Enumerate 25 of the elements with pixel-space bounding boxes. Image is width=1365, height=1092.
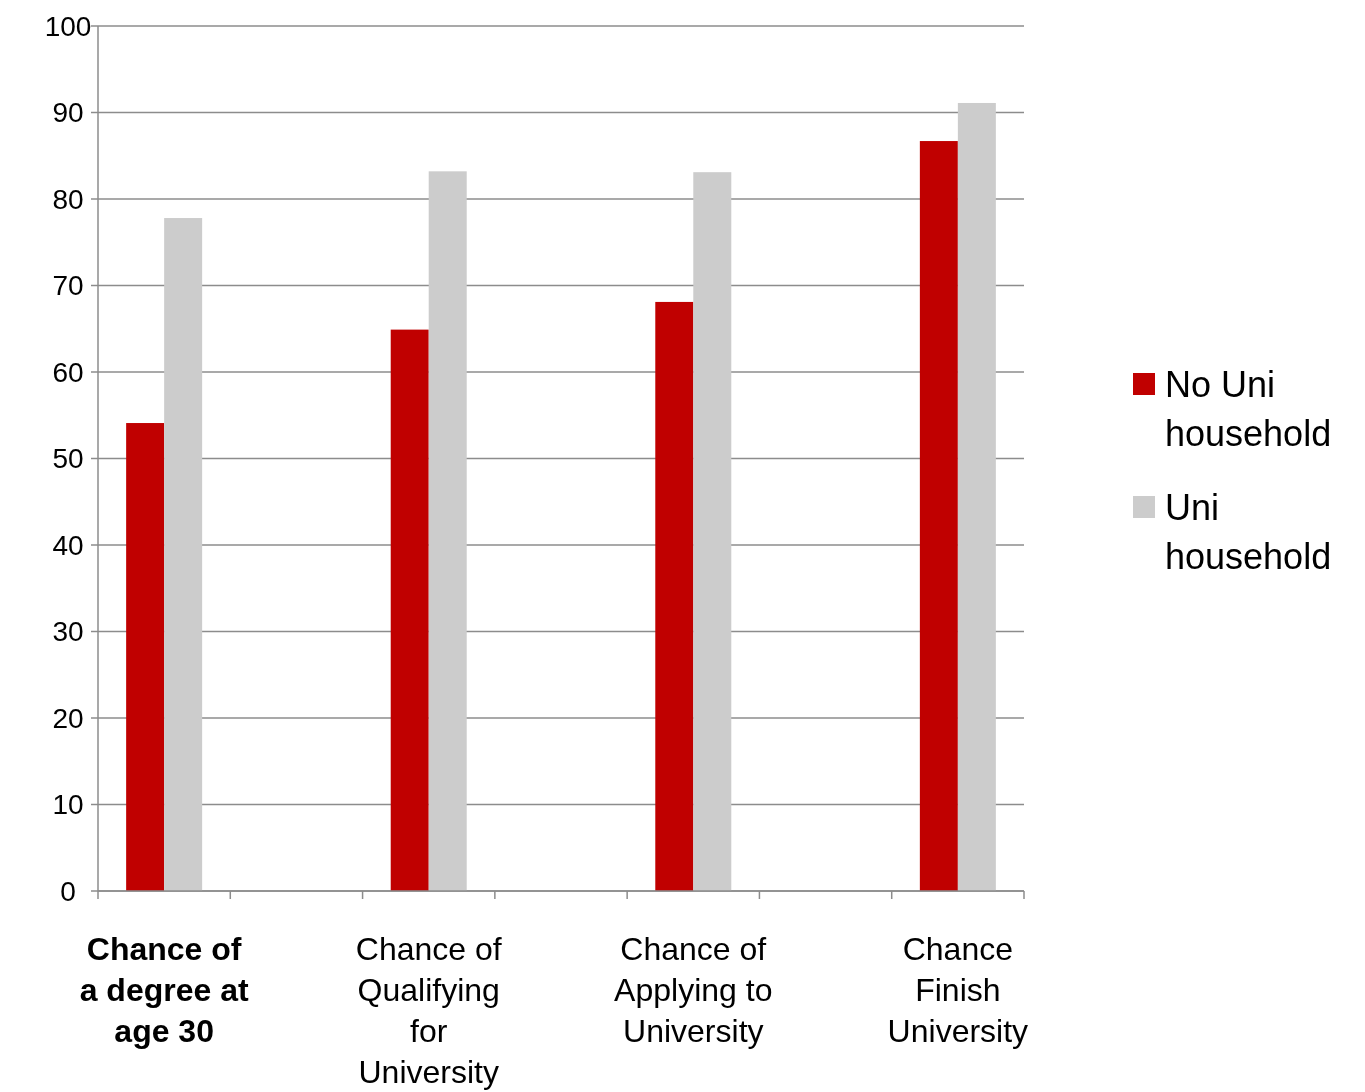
y-tick-label: 60: [52, 356, 84, 388]
y-tick-label: 30: [52, 616, 84, 648]
bar: [693, 172, 732, 891]
bar: [655, 301, 694, 891]
bar: [390, 329, 429, 891]
bar: [164, 218, 203, 891]
bar: [919, 141, 958, 891]
y-tick-label: 0: [60, 875, 76, 907]
x-tick-label: Chance of Applying to University: [614, 931, 773, 1049]
y-tick-label: 10: [52, 789, 84, 821]
y-tick-label: 100: [44, 10, 92, 42]
y-tick-label: 90: [52, 97, 84, 129]
y-tick-label: 80: [52, 183, 84, 215]
bar: [126, 423, 165, 891]
x-tick-label: Chance of a degree at age 30: [79, 931, 249, 1049]
bar: [957, 102, 996, 891]
bar: [428, 171, 467, 891]
y-tick-label: 40: [52, 529, 84, 561]
y-tick-label: 50: [52, 443, 84, 475]
x-tick-label: Chance Finish University: [887, 931, 1029, 1049]
y-tick-label: 20: [52, 702, 84, 734]
legend-label: No Uni household: [1165, 363, 1332, 454]
x-tick-label: Chance of Qualifying for University: [355, 931, 502, 1090]
y-tick-label: 70: [52, 270, 84, 302]
legend-label: Uni household: [1165, 486, 1332, 577]
